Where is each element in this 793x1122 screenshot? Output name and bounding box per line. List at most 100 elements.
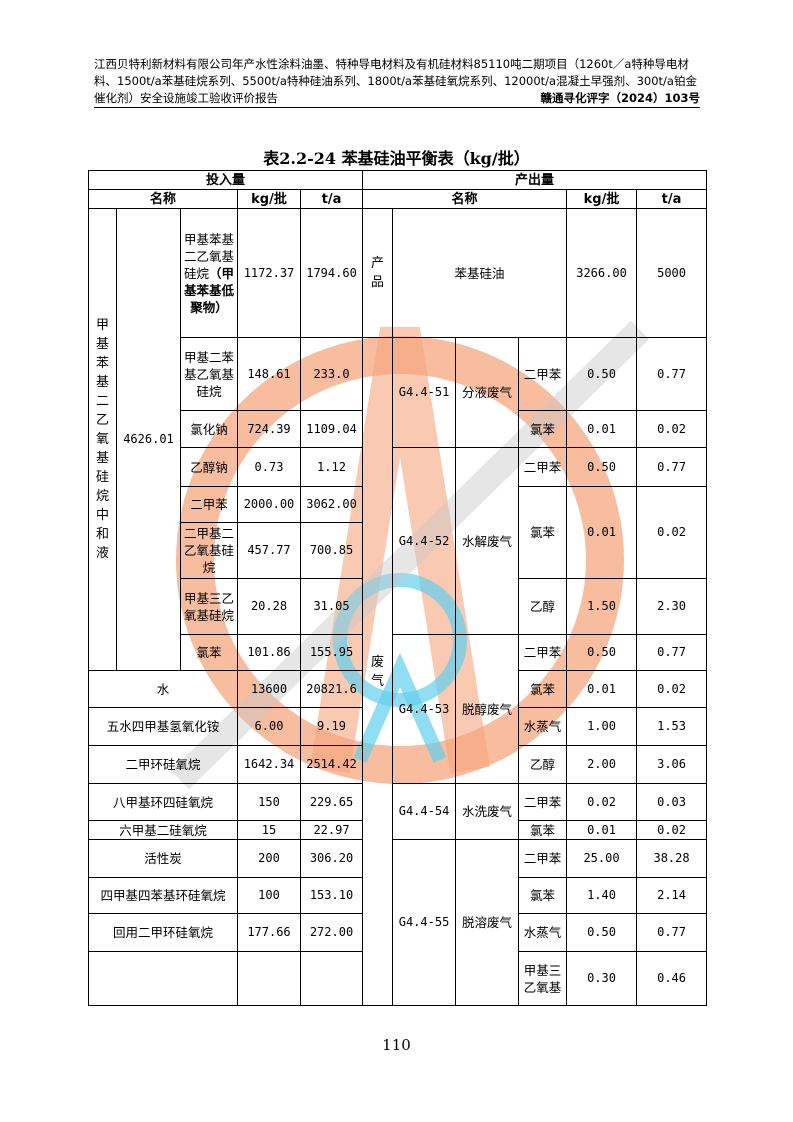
input-ta: 229.65 bbox=[299, 783, 364, 821]
component-ta: 1109.04 bbox=[299, 410, 364, 448]
item-name: 氯苯 bbox=[518, 410, 568, 448]
input-ta: 306.20 bbox=[299, 839, 364, 878]
input-kg: 1642.34 bbox=[237, 745, 301, 784]
item-ta: 0.03 bbox=[636, 783, 708, 821]
table-row: 四甲基四苯基环硅氧烷 100 153.10 氯苯 1.40 2.14 bbox=[88, 877, 708, 914]
item-kg: 0.02 bbox=[566, 783, 638, 821]
item-ta: 0.02 bbox=[636, 410, 708, 448]
empty-cell bbox=[299, 951, 364, 1006]
table-row: 甲基三乙氧基 0.30 0.46 bbox=[88, 951, 708, 1006]
input-kg: 100 bbox=[237, 877, 301, 914]
table-row: 活性炭 200 306.20 G4.4-55 脱溶废气 二甲苯 25.00 38… bbox=[88, 839, 708, 1006]
component-name: 甲基二苯基乙氧基硅烷 bbox=[180, 337, 238, 411]
table-row: 回用二甲环硅氧烷 177.66 272.00 水蒸气 0.50 0.77 bbox=[88, 913, 708, 952]
component-ta: 1794.60 bbox=[299, 208, 364, 338]
col-ta-output: t/a bbox=[636, 189, 708, 209]
component-kg: 457.77 bbox=[237, 522, 301, 579]
table-row: 甲基二苯基乙氧基硅烷 148.61 233.0 废气 G4.4-51 分液废气 … bbox=[89, 337, 708, 1006]
input-name: 六甲基二硅氧烷 bbox=[88, 820, 238, 840]
input-name: 二甲环硅氧烷 bbox=[88, 745, 238, 784]
component-kg: 20.28 bbox=[237, 578, 301, 635]
item-ta: 2.30 bbox=[636, 578, 708, 635]
component-name: 甲基苯基二乙氧基硅烷（甲基苯基低聚物） bbox=[180, 208, 238, 338]
input-ta: 2514.42 bbox=[299, 745, 364, 784]
item-kg: 0.01 bbox=[566, 486, 638, 579]
item-name: 二甲苯 bbox=[518, 337, 568, 411]
component-kg: 101.86 bbox=[237, 634, 301, 671]
col-kg-input: kg/批 bbox=[237, 189, 301, 209]
component-name: 甲基三乙氧基硅烷 bbox=[180, 578, 238, 635]
item-ta: 0.02 bbox=[636, 670, 708, 708]
component-name: 乙醇钠 bbox=[180, 447, 238, 487]
item-kg: 2.00 bbox=[566, 745, 638, 784]
item-kg: 1.00 bbox=[566, 707, 638, 746]
item-kg: 1.40 bbox=[566, 877, 638, 914]
table-row: 六甲基二硅氧烷 15 22.97 氯苯 0.01 0.02 bbox=[88, 820, 708, 840]
component-ta: 1.12 bbox=[299, 447, 364, 487]
item-kg: 0.01 bbox=[566, 670, 638, 708]
waste-gas-category: 废气 bbox=[362, 337, 394, 1006]
item-ta: 2.14 bbox=[636, 877, 708, 914]
input-kg: 6.00 bbox=[237, 707, 301, 746]
item-ta: 38.28 bbox=[636, 839, 708, 878]
item-ta: 0.77 bbox=[636, 337, 708, 411]
component-kg: 1172.37 bbox=[237, 208, 301, 338]
input-name: 五水四甲基氢氧化铵 bbox=[88, 707, 238, 746]
item-name: 氯苯 bbox=[518, 877, 568, 914]
input-ta: 9.19 bbox=[299, 707, 364, 746]
item-name: 二甲苯 bbox=[518, 839, 568, 878]
component-name: 氯苯 bbox=[180, 634, 238, 671]
component-kg: 724.39 bbox=[237, 410, 301, 448]
item-kg: 0.30 bbox=[566, 951, 638, 1006]
table-row: 甲基苯基二乙氧基硅烷中和液 4626.01 甲基苯基二乙氧基硅烷（甲基苯基低聚物… bbox=[88, 208, 708, 671]
table-row: 八甲基环四硅氧烷 150 229.65 G4.4-54 水洗废气 二甲苯 0.0… bbox=[88, 783, 708, 840]
item-name: 氯苯 bbox=[518, 670, 568, 708]
input-ta: 272.00 bbox=[299, 913, 364, 952]
input-name: 活性炭 bbox=[88, 839, 238, 878]
component-ta: 233.0 bbox=[299, 337, 364, 411]
gas-code: G4.4-55 bbox=[392, 839, 457, 1006]
component-kg: 0.73 bbox=[237, 447, 301, 487]
item-kg: 0.50 bbox=[566, 913, 638, 952]
input-kg: 15 bbox=[237, 820, 301, 840]
item-kg: 0.50 bbox=[566, 447, 638, 487]
item-name: 乙醇 bbox=[518, 578, 568, 635]
gas-name: 脱醇废气 bbox=[455, 634, 520, 784]
item-kg: 1.50 bbox=[566, 578, 638, 635]
table-row: 氯苯 101.86 155.95 G4.4-53 脱醇废气 二甲苯 0.50 0… bbox=[89, 634, 708, 784]
component-ta: 155.95 bbox=[299, 634, 364, 671]
item-ta: 0.77 bbox=[636, 447, 708, 487]
col-name-output: 名称 bbox=[362, 189, 568, 209]
item-name: 乙醇 bbox=[518, 745, 568, 784]
product-name: 苯基硅油 bbox=[392, 208, 568, 338]
empty-cell bbox=[88, 951, 238, 1006]
table-row: 五水四甲基氢氧化铵 6.00 9.19 水蒸气 1.00 1.53 bbox=[88, 707, 708, 746]
input-kg: 177.66 bbox=[237, 913, 301, 952]
gas-code: G4.4-52 bbox=[392, 447, 457, 635]
item-name: 氯苯 bbox=[518, 486, 568, 579]
table-row: 二甲苯 2000.00 3062.00 氯苯 0.01 0.02 bbox=[89, 486, 708, 579]
input-ta: 20821.6 bbox=[299, 670, 364, 708]
page-number: 110 bbox=[382, 1036, 411, 1054]
gas-code: G4.4-54 bbox=[392, 783, 457, 840]
gas-name: 水解废气 bbox=[455, 447, 520, 635]
mixture-kg: 4626.01 bbox=[116, 208, 181, 671]
gas-name: 水洗废气 bbox=[455, 783, 520, 840]
product-ta: 5000 bbox=[636, 208, 708, 338]
item-name: 水蒸气 bbox=[518, 913, 568, 952]
item-ta: 1.53 bbox=[636, 707, 708, 746]
item-ta: 0.02 bbox=[636, 486, 708, 579]
component-kg: 148.61 bbox=[237, 337, 301, 411]
gas-name: 脱溶废气 bbox=[455, 839, 520, 1006]
table-row: 氯化钠 724.39 1109.04 氯苯 0.01 0.02 bbox=[89, 410, 708, 448]
item-name: 氯苯 bbox=[518, 820, 568, 840]
item-name: 二甲苯 bbox=[518, 634, 568, 671]
col-ta-input: t/a bbox=[299, 189, 364, 209]
component-name: 二甲苯 bbox=[180, 486, 238, 523]
gas-code: G4.4-51 bbox=[392, 337, 457, 448]
item-kg: 0.50 bbox=[566, 337, 638, 411]
empty-cell bbox=[237, 951, 301, 1006]
component-name: 氯化钠 bbox=[180, 410, 238, 448]
table-row: 甲基三乙氧基硅烷 20.28 31.05 乙醇 1.50 2.30 bbox=[89, 578, 708, 635]
item-kg: 0.01 bbox=[566, 410, 638, 448]
